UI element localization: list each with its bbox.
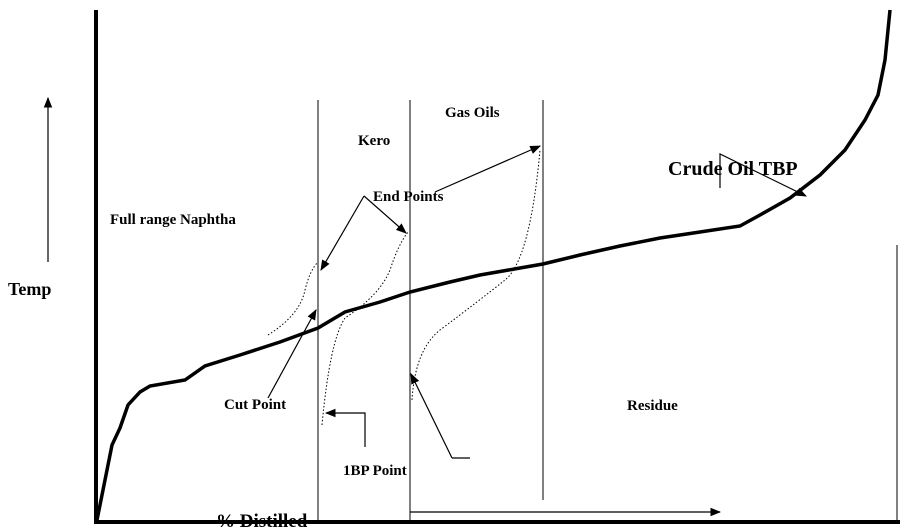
residue-label: Residue xyxy=(627,398,678,414)
arrows xyxy=(43,96,807,517)
cut-lines xyxy=(317,100,898,522)
kero-label: Kero xyxy=(358,133,390,149)
cut-curves xyxy=(267,149,541,426)
ibp-label: 1BP Point xyxy=(343,463,407,479)
gas-oils-label: Gas Oils xyxy=(445,105,500,121)
cut-point-label: Cut Point xyxy=(224,397,286,413)
y-label: Temp xyxy=(8,279,51,299)
end-points-label: End Points xyxy=(373,189,444,205)
naphtha-label: Full range Naphtha xyxy=(110,212,236,228)
x-label: % Distilled xyxy=(216,511,308,530)
tbp-curve xyxy=(95,9,892,521)
crude-label: Crude Oil TBP xyxy=(668,158,798,180)
axes xyxy=(94,10,900,524)
